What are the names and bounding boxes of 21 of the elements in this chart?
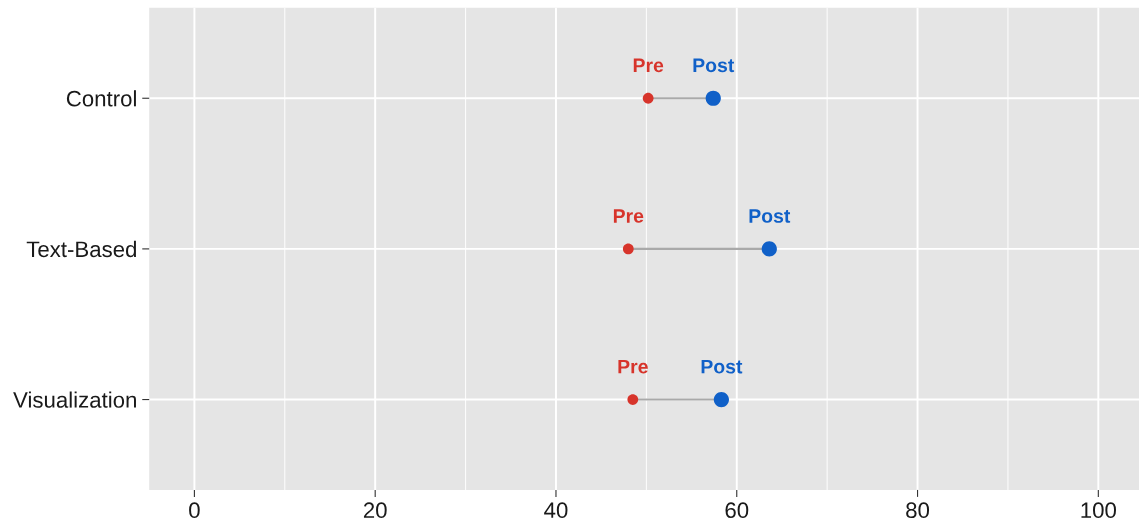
x-tick-label: 20 bbox=[363, 502, 387, 519]
text: Pre bbox=[613, 209, 644, 223]
x-tick-label: 100 bbox=[1081, 502, 1116, 519]
point bbox=[713, 391, 729, 408]
y-tick-label: Text-Based bbox=[26, 240, 136, 258]
x-tick-label: 40 bbox=[544, 502, 568, 519]
point bbox=[705, 90, 721, 106]
x-tick-label: 80 bbox=[906, 502, 930, 519]
point bbox=[642, 92, 654, 104]
point bbox=[761, 241, 777, 257]
text: Pre bbox=[618, 359, 648, 374]
y-tick-label: Visualization bbox=[13, 391, 136, 408]
x-tick-label: 0 bbox=[189, 502, 200, 519]
series-label: Post bbox=[693, 58, 735, 73]
point bbox=[622, 243, 634, 255]
point bbox=[627, 394, 639, 405]
text: Post bbox=[749, 209, 791, 223]
text: Post bbox=[701, 359, 743, 374]
y-tick-label: Control bbox=[66, 90, 136, 107]
x-tick-label: 60 bbox=[725, 502, 749, 519]
series-label: Pre bbox=[633, 58, 664, 73]
